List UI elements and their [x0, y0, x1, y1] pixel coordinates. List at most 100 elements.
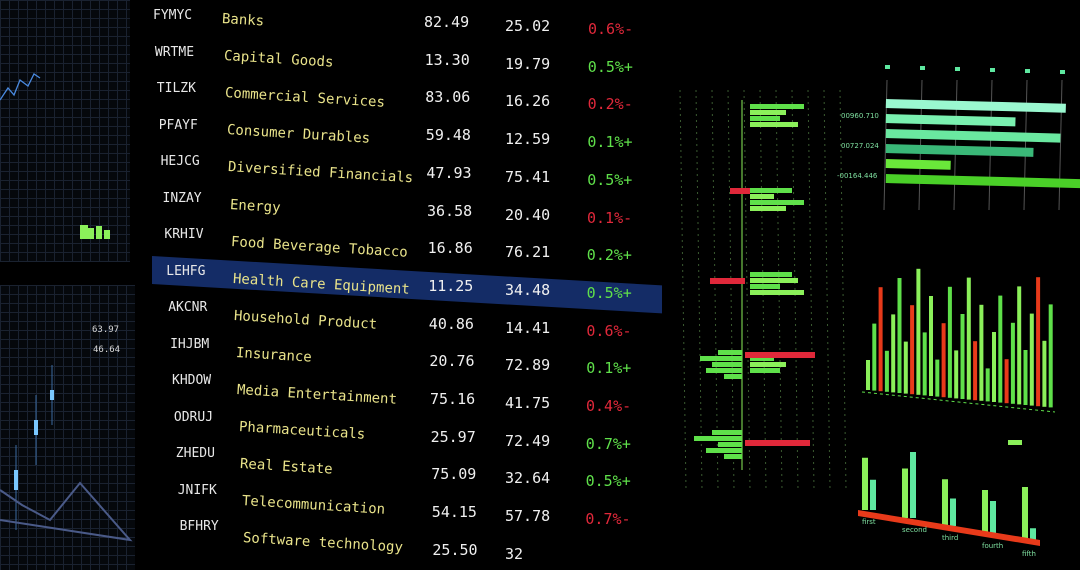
marker-flag [1008, 440, 1022, 445]
category-label: fourth [982, 542, 1004, 550]
bar-left [700, 356, 742, 361]
table-row[interactable]: BFHRY Software technology 25.50 32 [0, 519, 523, 563]
vertical-bar [903, 341, 908, 394]
cell-change: 0.5%+ [586, 283, 632, 302]
cell-value2: 16.26 [505, 92, 551, 111]
cell-value2: 25.02 [505, 17, 551, 35]
candle-body [14, 470, 18, 490]
cell-ticker: AKCNR [168, 300, 208, 315]
bar-right [750, 272, 792, 277]
legend-marker [955, 67, 960, 71]
cell-value1: 54.15 [431, 503, 477, 522]
vertical-bar [922, 332, 927, 396]
gridline [743, 89, 751, 491]
bar-left [706, 368, 742, 373]
table-row[interactable]: WRTME Capital Goods 13.30 19.79 0.5%+ [0, 45, 633, 76]
group-bar [910, 452, 916, 518]
table-row[interactable]: AKCNR Household Product 40.86 14.41 0.6%- [0, 300, 631, 340]
table-row[interactable]: IHJBM Insurance 20.76 72.89 0.1%+ [0, 337, 631, 378]
table-row[interactable]: PFAYF Consumer Durables 59.48 12.59 0.1%+ [0, 118, 633, 152]
bar-right [750, 362, 786, 367]
cell-value1: 40.86 [428, 314, 474, 333]
cell-value2: 14.41 [505, 318, 551, 337]
cell-change: 0.1%+ [587, 133, 633, 152]
vertical-bar [1023, 350, 1028, 405]
cell-change: 0.6%- [586, 321, 632, 340]
table-row[interactable]: ODRUJ Pharmaceuticals 25.97 72.49 0.7%+ [0, 409, 631, 453]
bar-left [706, 448, 742, 453]
table-row[interactable]: KRHIV Food Beverage Tobacco 16.86 76.21 0.2%… [0, 227, 632, 264]
vertical-bar [992, 332, 996, 402]
group-bar [982, 490, 988, 534]
table-row[interactable]: HEJCG Diversified Financials 47.93 75.41 0.5… [0, 154, 633, 189]
vertical-bar [954, 350, 959, 399]
vertical-bar [916, 268, 921, 395]
cell-value2: 19.79 [505, 54, 551, 73]
table-row[interactable]: LEHFG Health Care Equipment 11.25 34.48 0.5%… [0, 264, 631, 302]
category-label: third [942, 534, 959, 542]
bar-right [750, 122, 798, 127]
cell-value1: 83.06 [425, 88, 471, 107]
red-baseline [858, 510, 1040, 546]
cell-value1: 47.93 [426, 163, 472, 182]
gridline [695, 89, 703, 491]
category-label: second [902, 526, 927, 534]
bar-left [712, 362, 742, 367]
group-bar [950, 498, 956, 526]
cell-value2: 72.89 [505, 356, 551, 375]
mini-bar [80, 225, 88, 239]
table-row[interactable]: KHDOW Media Entertainment 75.16 41.75 0.4%- [0, 373, 631, 415]
vertical-bar [947, 286, 952, 398]
gridline [759, 89, 767, 491]
bar-right [750, 194, 774, 199]
table-row[interactable]: FYMYC Banks 82.49 25.02 0.6%- [0, 8, 633, 38]
bar-negative [745, 352, 815, 358]
mini-bar [88, 228, 94, 239]
cell-change: 0.7%- [585, 510, 631, 529]
table-row[interactable]: ZHEDU Real Estate 75.09 32.64 0.5%+ [0, 446, 631, 490]
gridline [1058, 79, 1063, 211]
baseline [861, 391, 1056, 413]
group-bar [990, 501, 996, 534]
gridline [953, 79, 958, 211]
horizontal-bar [885, 144, 1034, 157]
table-row[interactable]: JNIFK Telecommunication 54.15 57.78 0.7%- [0, 483, 631, 529]
legend-marker [920, 66, 925, 70]
bar-left [724, 374, 742, 379]
horizontal-bar [885, 174, 1080, 189]
vertical-bar [878, 287, 883, 392]
cell-value2: 76.21 [505, 243, 551, 262]
category-label: first [862, 518, 876, 526]
cell-change: 0.5%+ [587, 57, 633, 76]
hbar-value-label: -00164.446 [837, 172, 878, 180]
vertical-bar [941, 323, 946, 398]
table-row[interactable]: TILZK Commercial Services 83.06 16.26 0.2%- [0, 81, 633, 113]
cell-change: 0.7%+ [585, 434, 631, 453]
area-outline [0, 481, 133, 542]
group-bar [1022, 487, 1028, 542]
cell-value1: 75.09 [431, 465, 477, 484]
table-row[interactable]: INZAY Energy 36.58 20.40 0.1%- [0, 191, 633, 227]
group-bar [862, 457, 868, 510]
cell-value2: 41.75 [505, 394, 551, 412]
vertical-bar [973, 341, 978, 401]
cell-ticker: ODRUJ [173, 409, 214, 425]
bar-right [750, 116, 780, 121]
cell-value1: 59.48 [425, 126, 471, 145]
vertical-bar [979, 304, 984, 401]
legend-marker [1060, 70, 1065, 74]
bar-right [750, 290, 804, 295]
gridline [839, 89, 847, 491]
cell-ticker: ZHEDU [175, 446, 215, 461]
bar-left [694, 436, 742, 441]
bar-right [750, 206, 786, 211]
cell-change: 0.4%- [586, 397, 632, 415]
gridline [775, 89, 783, 491]
cell-ticker: KHDOW [172, 373, 212, 388]
cell-value1: 20.76 [429, 352, 475, 371]
cell-change: 0.5%+ [587, 170, 633, 189]
cell-value2: 12.59 [505, 130, 551, 149]
left-panel-label: 46.64 [93, 345, 121, 355]
bar-negative [730, 188, 750, 194]
horizontal-bar [885, 114, 1016, 127]
